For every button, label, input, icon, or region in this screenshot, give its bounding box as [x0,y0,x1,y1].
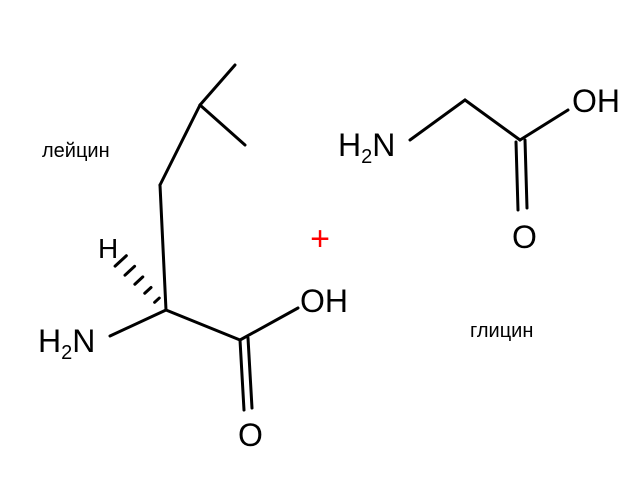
label-leucine: лейцин [42,140,110,163]
svg-text:H2N: H2N [38,323,95,364]
chem-svg: H H2N OH O H2N OH O + [0,0,642,500]
plus-symbol: + [310,220,330,258]
svg-text:H: H [98,233,118,264]
label-glycine: глицин [470,320,533,343]
svg-text:OH: OH [300,283,348,319]
svg-text:O: O [512,219,537,255]
svg-text:O: O [238,417,263,453]
svg-text:H2N: H2N [338,127,395,168]
diagram-stage: H H2N OH O H2N OH O + лейцин глицин [0,0,642,500]
svg-text:OH: OH [572,83,620,119]
